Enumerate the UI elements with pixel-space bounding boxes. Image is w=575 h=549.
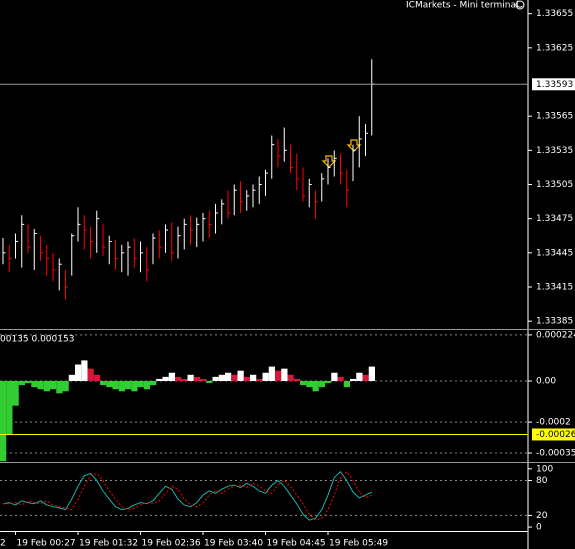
histogram-bar (56, 380, 63, 394)
y-tick-label: 0.000224 (536, 330, 575, 340)
smiley-icon (515, 0, 525, 10)
x-tick-label: 19 Feb 02:36 (142, 539, 201, 549)
y-tick-label: 0 (536, 523, 542, 533)
histogram-bar (281, 368, 288, 381)
y-tick-label: 1.33445 (536, 248, 573, 258)
histogram-bar (25, 380, 32, 384)
histogram-bar (268, 366, 275, 381)
histogram-bar (125, 380, 132, 390)
level-box (532, 428, 575, 441)
y-tick-label: 1.33535 (536, 146, 573, 156)
histogram-bar (362, 374, 369, 381)
y-tick-label: 100 (536, 464, 553, 474)
histogram-bar (31, 380, 38, 388)
window-title: ICMarkets - Mini terminal (406, 1, 518, 11)
histogram-bar (206, 380, 213, 384)
histogram-bar (137, 380, 144, 388)
current-price-box (532, 78, 575, 91)
indicator-label: 00135 0.000153 (0, 335, 74, 345)
histogram-bar (331, 372, 338, 381)
histogram-bar (168, 372, 175, 381)
histogram-bar (306, 380, 313, 388)
histogram-bar (318, 380, 325, 388)
histogram-bar (337, 376, 344, 381)
level-label: -0.00026 (536, 430, 575, 440)
histogram-bar (287, 374, 294, 381)
y-tick-label: 1.33385 (536, 317, 573, 327)
histogram-bar (68, 374, 75, 381)
x-tick-label: 19 Feb 03:40 (204, 539, 263, 549)
histogram-bar (118, 380, 125, 392)
histogram-bar (200, 378, 207, 381)
histogram-bar (193, 376, 200, 381)
x-tick-label: 19 Feb 00:27 (17, 539, 76, 549)
histogram-bar (12, 380, 19, 406)
histogram-bar (187, 374, 194, 381)
x-tick-label: 19 Feb 04:45 (267, 539, 326, 549)
histogram-bar (231, 374, 238, 381)
y-tick-label: 1.33625 (536, 43, 573, 53)
histogram-bar (81, 360, 88, 381)
y-tick-label: 20 (536, 511, 548, 521)
y-tick-label: 1.33655 (536, 9, 573, 19)
histogram-bar (50, 380, 57, 390)
histogram-bar (175, 376, 182, 381)
histogram-bar (256, 378, 263, 381)
histogram-bar (75, 364, 82, 381)
histogram-bar (18, 380, 25, 386)
histogram-bar (237, 370, 244, 381)
histogram-bar (350, 378, 357, 381)
histogram-bar (156, 378, 163, 381)
histogram-bar (100, 380, 107, 386)
histogram-bar (87, 368, 94, 381)
histogram-bar (143, 380, 150, 390)
histogram-bar (312, 380, 319, 392)
histogram-bar (243, 376, 250, 381)
y-tick-label: -0.0002 (536, 418, 571, 428)
histogram-bar (162, 376, 169, 381)
histogram-bar (275, 370, 282, 381)
histogram-bar (0, 380, 7, 462)
histogram-bar (62, 380, 69, 392)
y-tick-label: -0.00035 (536, 448, 575, 458)
histogram-bar (181, 378, 188, 381)
histogram-bar (300, 380, 307, 386)
histogram-bar (218, 374, 225, 381)
histogram-bar (343, 380, 350, 388)
x-tick-label: 19 Feb 01:32 (79, 539, 138, 549)
histogram-bar (43, 380, 50, 392)
y-tick-label: 1.33565 (536, 112, 573, 122)
oscillator-line (2, 470, 372, 521)
histogram-bar (262, 372, 269, 381)
y-tick-label: 1.33475 (536, 214, 573, 224)
histogram-bar (112, 380, 119, 390)
histogram-bar (6, 380, 13, 435)
histogram-bar (356, 372, 363, 381)
histogram-bar (93, 374, 100, 381)
oscillator-line (3, 470, 372, 521)
histogram-bar (293, 378, 300, 381)
histogram-bar (150, 380, 157, 386)
histogram-bar (225, 372, 232, 381)
x-tick-label: 19 Feb 05:49 (329, 539, 388, 549)
histogram-bar (212, 376, 219, 381)
histogram-bar (131, 380, 138, 392)
y-tick-label: 80 (536, 476, 548, 486)
histogram-bar (250, 374, 257, 381)
histogram-bar (325, 380, 332, 384)
current-price-label: 1.33593 (536, 80, 573, 90)
y-tick-label: 1.33505 (536, 180, 573, 190)
y-tick-label: 1.33415 (536, 283, 573, 293)
histogram-bar (368, 366, 375, 381)
histogram-bar (106, 380, 113, 388)
x-edge-label: 2 (0, 539, 6, 549)
histogram-bar (37, 380, 44, 390)
y-tick-label: 0.00 (536, 376, 556, 386)
signal-arrow (321, 139, 362, 168)
